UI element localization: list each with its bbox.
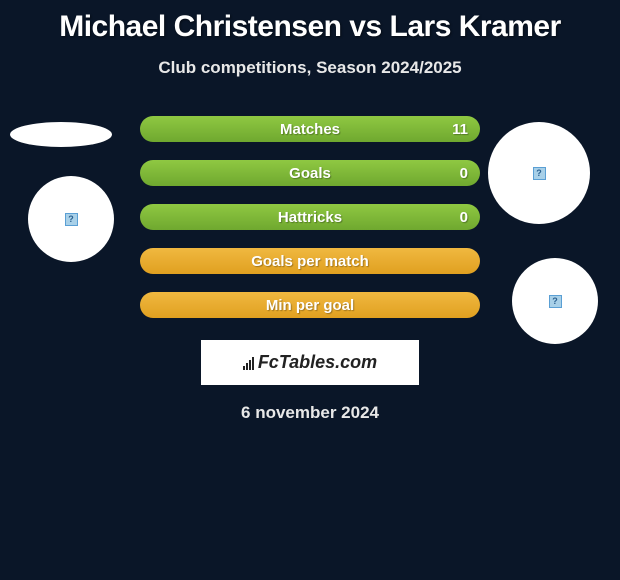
decorative-ellipse-left [10, 122, 112, 147]
stat-label: Hattricks [278, 209, 342, 226]
stat-bar-matches: Matches 11 [140, 116, 480, 142]
stat-label: Goals [289, 165, 331, 182]
stat-value-right: 11 [452, 121, 468, 138]
player-avatar-right-1 [488, 122, 590, 224]
stat-bar-goals: Goals 0 [140, 160, 480, 186]
stat-value-right: 0 [460, 165, 468, 182]
image-placeholder-icon [65, 213, 78, 226]
page-title: Michael Christensen vs Lars Kramer [0, 0, 620, 44]
stat-bar-hattricks: Hattricks 0 [140, 204, 480, 230]
stat-label: Goals per match [251, 253, 369, 270]
stat-value-right: 0 [460, 209, 468, 226]
player-avatar-right-2 [512, 258, 598, 344]
stat-label: Min per goal [266, 297, 354, 314]
image-placeholder-icon [549, 295, 562, 308]
subtitle: Club competitions, Season 2024/2025 [0, 58, 620, 78]
image-placeholder-icon [533, 167, 546, 180]
stat-bar-min-per-goal: Min per goal [140, 292, 480, 318]
player-avatar-left [28, 176, 114, 262]
date-text: 6 november 2024 [0, 403, 620, 423]
logo-box: FcTables.com [201, 340, 419, 385]
logo-chart-icon [243, 356, 254, 370]
logo-label: FcTables.com [258, 352, 377, 373]
stat-bar-goals-per-match: Goals per match [140, 248, 480, 274]
stats-container: Matches 11 Goals 0 Hattricks 0 Goals per… [140, 116, 480, 318]
stat-label: Matches [280, 121, 340, 138]
logo-text: FcTables.com [243, 352, 377, 373]
